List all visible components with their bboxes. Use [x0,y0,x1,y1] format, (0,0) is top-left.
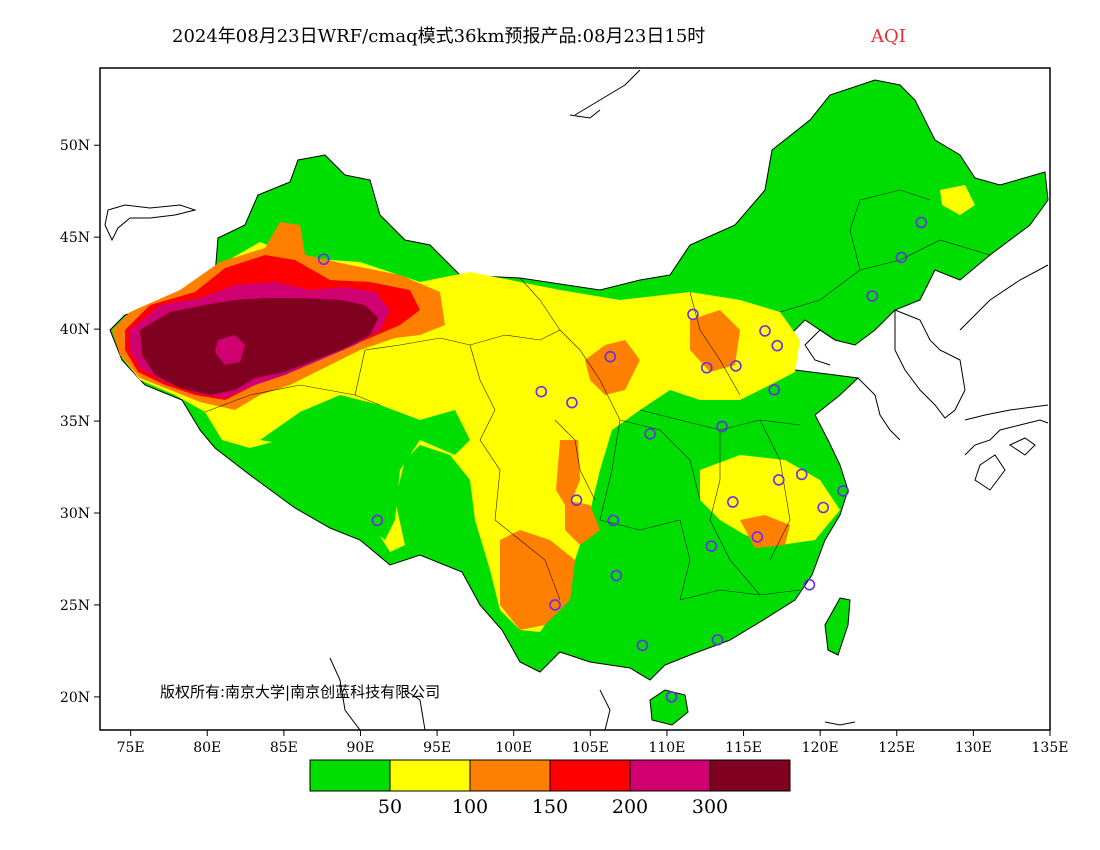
map-area [104,69,1049,730]
station-marker [771,339,784,352]
aqi-zone-unhealthy-sensitive-7 [690,310,740,372]
map-title: 2024年08月23日WRF/cmaq模式36km预报产品:08月23日15时 [172,26,705,47]
axis-ticks: 75E 80E 85E 90E 95E 100E 105E 110E 115E 120E 125E 1… [60,138,1069,756]
station-marker [866,290,879,302]
lat-tick-label: 35N [60,414,90,430]
lon-tick-label: 75E [117,740,145,756]
station-marker [317,253,330,266]
station-marker [700,361,713,374]
station-marker [566,396,578,409]
legend-swatch [549,759,631,792]
lon-tick-label: 135E [1032,740,1069,756]
legend-swatch [389,759,471,792]
legend-swatch [709,759,791,792]
coastlines [104,69,1049,730]
lon-tick-label: 105E [572,740,609,756]
hainan-island [649,689,689,726]
station-marker [837,485,849,497]
lat-tick-label: 30N [60,506,90,522]
lon-tick-label: 85E [270,740,298,756]
station-marker [604,350,617,363]
color-legend: 50 100 150 200 300 [309,759,791,818]
taiwan-island [824,597,851,656]
station-marker [636,639,649,652]
station-marker [607,514,620,527]
station-marker [795,468,808,481]
station-marker [772,474,785,486]
legend-swatch [469,759,551,792]
aqi-zone-unhealthy-sensitive-4 [556,440,580,510]
lon-tick-label: 125E [878,740,915,756]
province-boundaries [204,189,991,601]
station-marker [768,384,780,396]
legend-label: 300 [692,796,728,818]
station-marker [644,428,656,440]
lon-tick-label: 130E [955,740,992,756]
station-marker [803,578,816,591]
station-marker [371,514,384,527]
station-marker [549,599,561,611]
lon-tick-label: 100E [495,740,532,756]
lon-tick-label: 115E [725,740,762,756]
station-marker [705,540,718,552]
legend-label: 50 [378,796,402,818]
station-marker [895,251,908,264]
station-marker [730,360,742,372]
lon-tick-label: 80E [193,740,221,756]
lat-tick-label: 45N [60,230,90,246]
lon-tick-label: 120E [802,740,839,756]
station-marker [535,385,548,398]
station-marker [915,216,928,229]
station-marker [610,569,623,582]
station-marker [716,420,728,433]
map-frame [99,67,1051,731]
lat-tick-label: 25N [60,598,90,614]
monitoring-stations [317,216,928,703]
station-marker [570,494,583,506]
copyright-text: 版权所有:南京大学|南京创蓝科技有限公司 [160,683,440,701]
legend-swatch [629,759,711,792]
aqi-zone-good-tibet [260,395,470,540]
aqi-zone-moderate-ne [940,185,975,215]
aqi-zone-unhealthy-sensitive-5 [565,500,600,545]
station-marker [665,691,678,703]
legend-label: 200 [612,796,648,818]
legend-label: 100 [452,796,488,818]
lat-tick-label: 40N [60,322,90,338]
aqi-zone-hazardous-notch [215,335,245,365]
lat-tick-label: 50N [60,138,90,154]
lon-tick-label: 110E [648,740,685,756]
station-marker [759,325,771,337]
aqi-zone-hazardous [140,298,378,395]
legend-label: 150 [532,796,568,818]
station-marker [751,531,764,543]
station-marker [711,634,724,646]
lon-tick-label: 95E [423,740,451,756]
aqi-zone-unhealthy-sensitive-2 [585,340,640,395]
lon-tick-label: 90E [346,740,374,756]
station-marker [817,501,830,514]
map-variable: AQI [870,26,906,47]
aqi-zone-unhealthy-sensitive-3 [500,530,575,630]
lat-tick-label: 20N [60,690,90,706]
station-marker [727,496,739,508]
legend-swatch [309,759,391,792]
station-marker [687,308,699,321]
